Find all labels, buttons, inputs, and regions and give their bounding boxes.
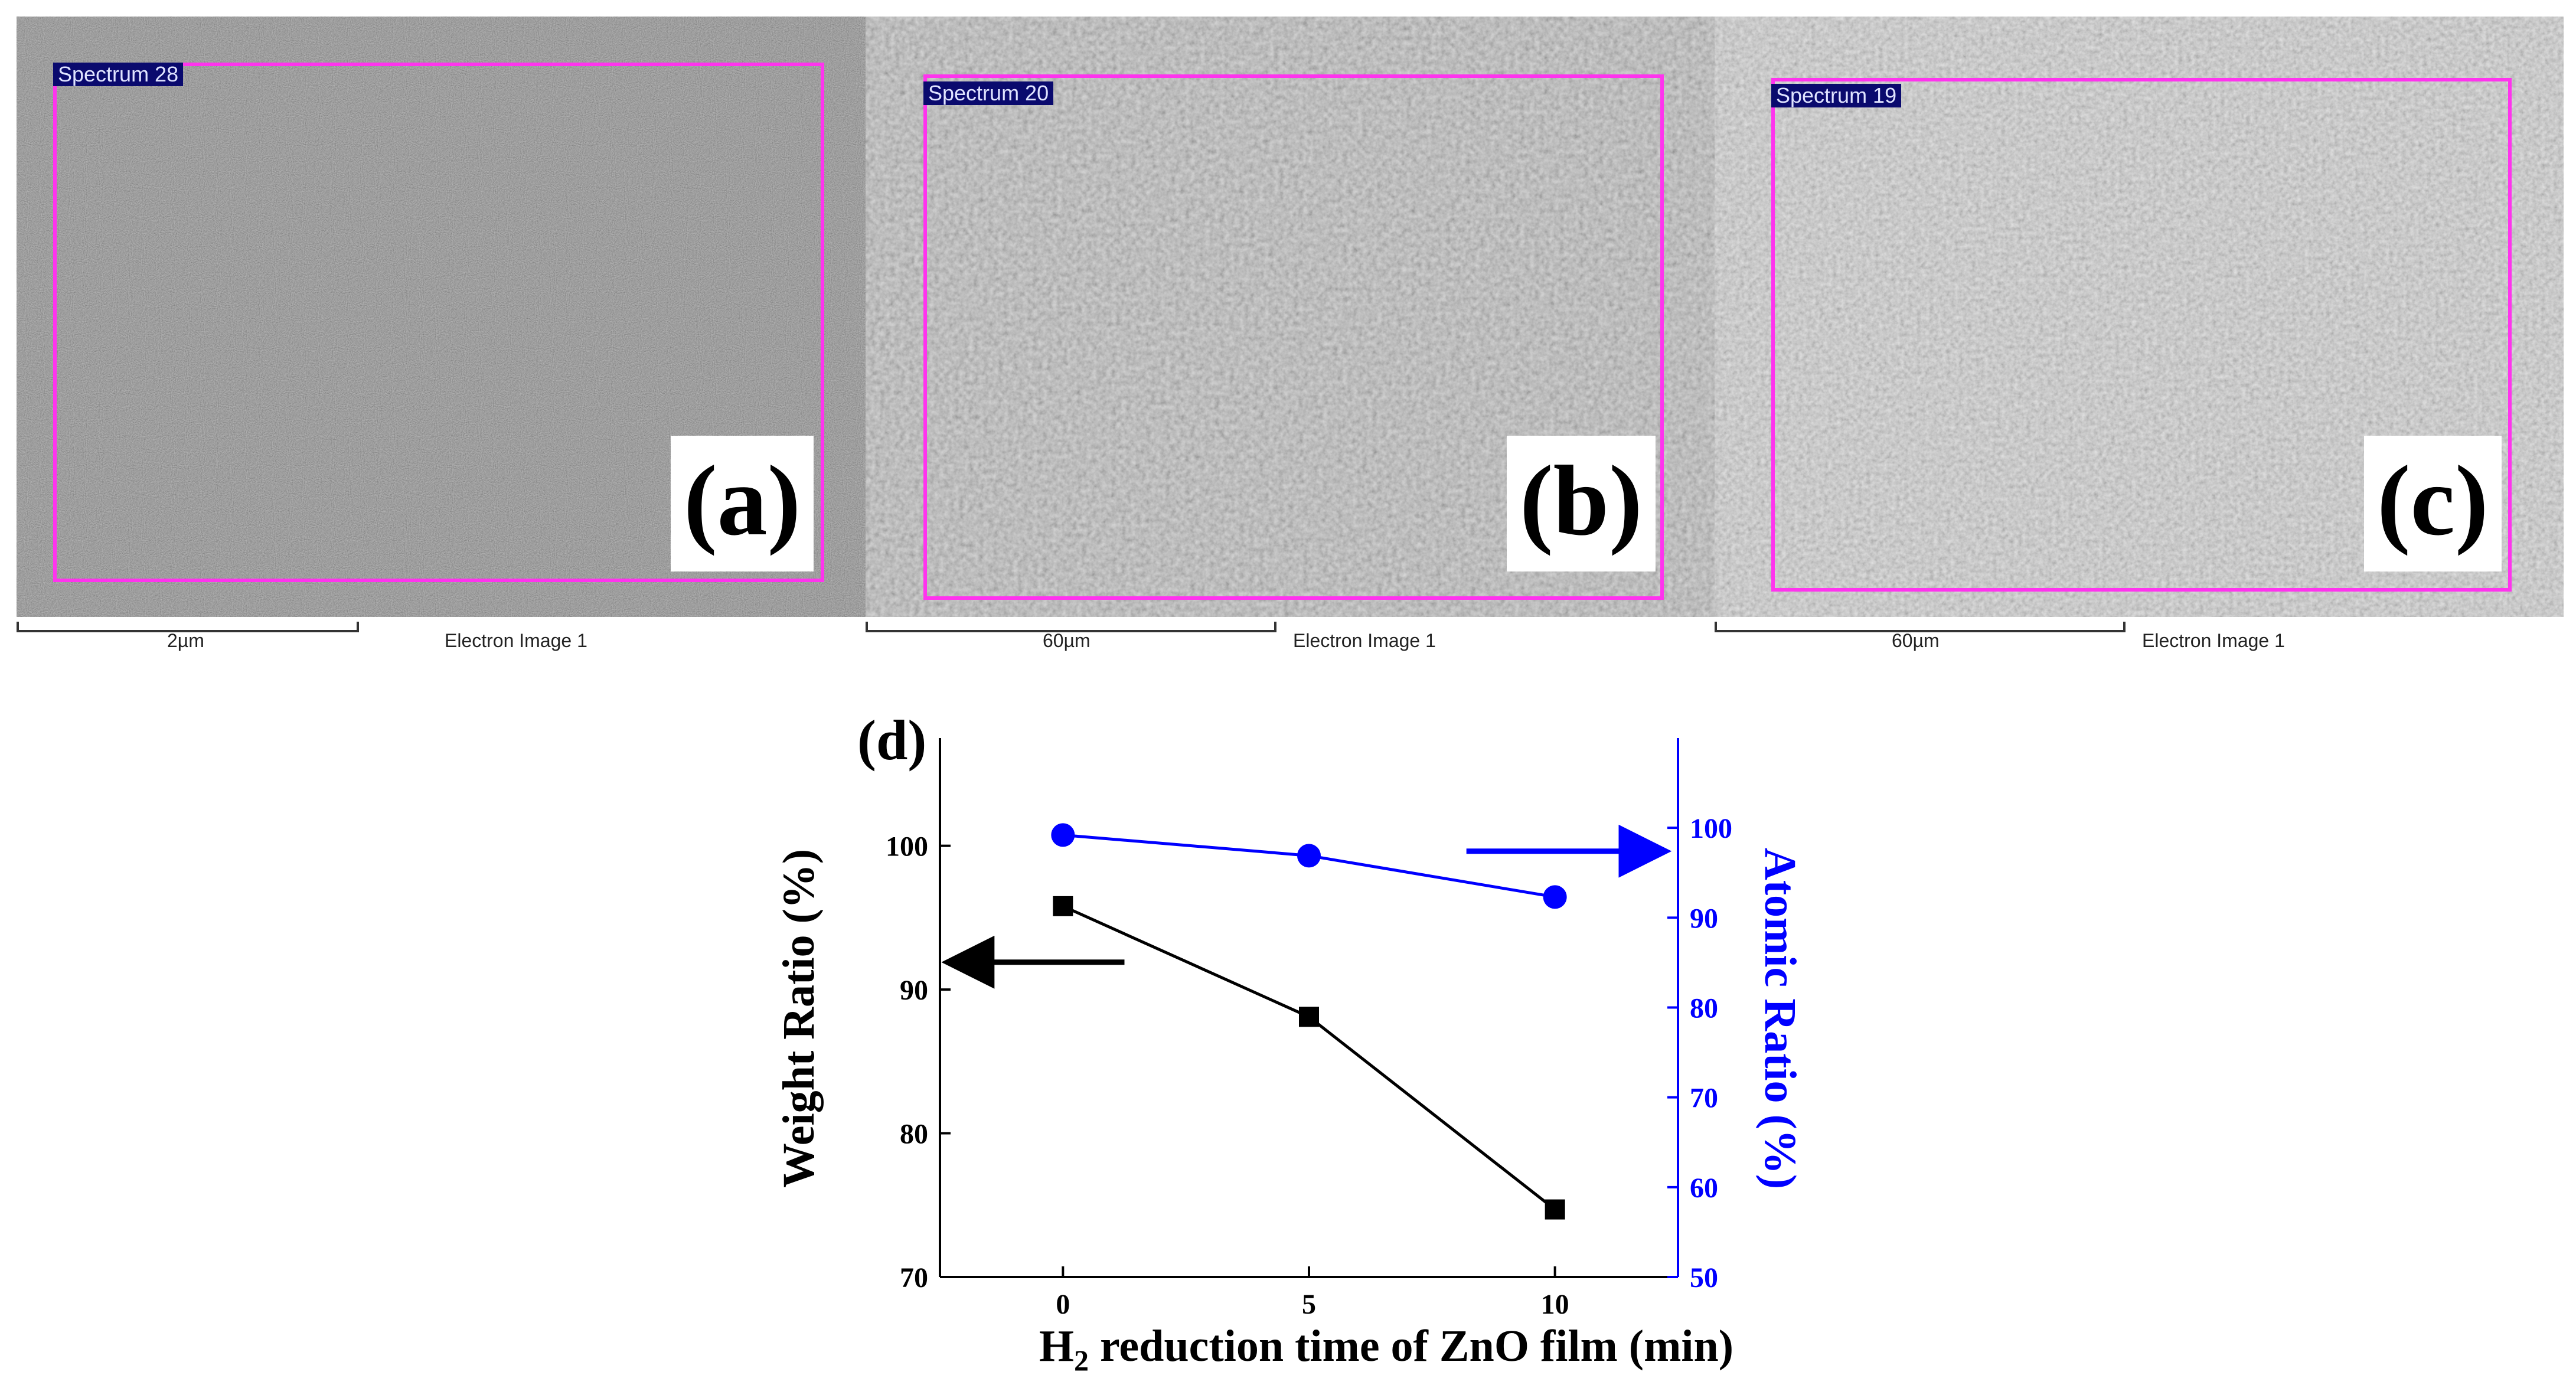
image-label: Electron Image 1 xyxy=(2142,630,2285,651)
y-left-tick-label: 80 xyxy=(900,1119,928,1150)
x-tick-label: 0 xyxy=(1056,1289,1070,1320)
scale-bar-line xyxy=(17,622,359,632)
panel-letter-b: (b) xyxy=(1507,436,1656,571)
spectrum-roi-box xyxy=(923,74,1664,600)
y-right-tick-label: 60 xyxy=(1690,1173,1718,1204)
spectrum-label: Spectrum 19 xyxy=(1771,84,1902,107)
data-point xyxy=(1543,885,1567,909)
y-right-tick-label: 90 xyxy=(1690,903,1718,934)
data-point xyxy=(1299,1007,1319,1027)
data-point xyxy=(1545,1199,1565,1220)
y-left-tick-label: 90 xyxy=(900,975,928,1006)
y-left-axis-label: Weight Ratio (%) xyxy=(774,849,824,1188)
x-axis-label: H2 reduction time of ZnO film (min) xyxy=(1039,1321,1733,1377)
y-right-tick-label: 80 xyxy=(1690,993,1718,1024)
y-right-axis-label: Atomic Ratio (%) xyxy=(1755,848,1805,1189)
panel-letter-c: (c) xyxy=(2364,436,2502,571)
x-tick-label: 5 xyxy=(1302,1289,1316,1320)
image-label: Electron Image 1 xyxy=(445,630,587,651)
y-right-tick-label: 100 xyxy=(1690,813,1732,844)
image-label: Electron Image 1 xyxy=(1293,630,1436,651)
sem-panel-c: Spectrum 19 (c) xyxy=(1715,17,2564,617)
data-point xyxy=(1053,896,1073,916)
y-left-tick-label: 70 xyxy=(900,1262,928,1294)
x-axis-label-suffix: reduction time of ZnO film (min) xyxy=(1089,1321,1733,1371)
sem-panel-a: Spectrum 28 (a) xyxy=(17,17,866,617)
data-point xyxy=(1051,823,1075,847)
spectrum-label: Spectrum 20 xyxy=(923,81,1054,105)
x-axis-label-prefix: H xyxy=(1039,1321,1074,1371)
panel-label-d: (d) xyxy=(857,708,926,772)
x-axis-label-subscript: 2 xyxy=(1074,1344,1089,1377)
scale-bar-b: 60µm Electron Image 1 xyxy=(866,617,1692,651)
spectrum-label: Spectrum 28 xyxy=(53,63,184,86)
scale-bar-label: 60µm xyxy=(1892,630,1940,651)
ratio-chart: (d) 0 5 10 70 80 90 100 50 60 70 80 90 100 Weight Ra… xyxy=(774,708,1805,1377)
scale-bar-line xyxy=(866,622,1276,632)
spectrum-roi-box xyxy=(53,63,824,582)
data-point xyxy=(1297,844,1321,868)
scale-bar-line xyxy=(1715,622,2126,632)
plot-area: 0 5 10 70 80 90 100 50 60 70 80 90 100 xyxy=(886,738,1732,1320)
series-line xyxy=(1062,904,1556,1211)
y-left-tick-label: 100 xyxy=(886,831,928,863)
y-right-tick-label: 50 xyxy=(1690,1262,1718,1294)
scale-bar-a: 2µm Electron Image 1 xyxy=(17,617,843,651)
scale-bar-c: 60µm Electron Image 1 xyxy=(1715,617,2541,651)
spectrum-roi-box xyxy=(1771,78,2512,592)
scale-bar-label: 60µm xyxy=(1043,630,1091,651)
scale-bar-label: 2µm xyxy=(167,630,204,651)
sem-image-a xyxy=(17,17,866,617)
panel-letter-a: (a) xyxy=(671,436,814,571)
x-tick-label: 10 xyxy=(1541,1289,1569,1320)
sem-panel-b: Spectrum 20 (b) xyxy=(866,17,1715,617)
y-right-tick-label: 70 xyxy=(1690,1083,1718,1114)
